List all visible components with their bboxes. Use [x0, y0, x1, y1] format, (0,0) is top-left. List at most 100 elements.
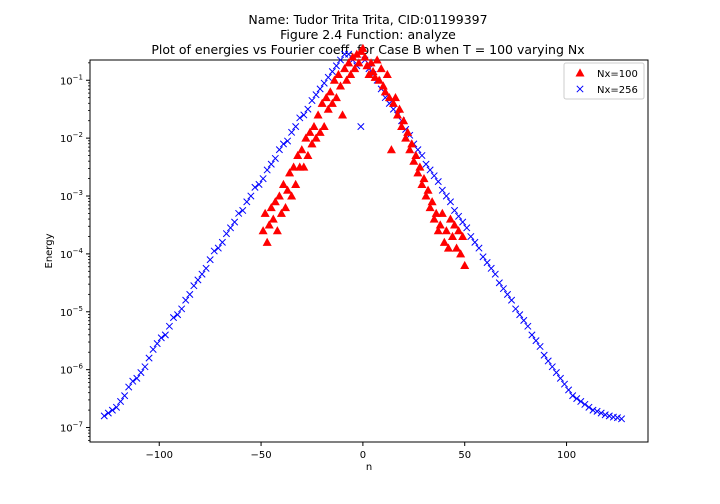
- data-point-x: [133, 374, 141, 382]
- data-point-x: [487, 264, 495, 272]
- data-point-triangle: [399, 116, 409, 125]
- data-point-x: [108, 406, 116, 414]
- data-point-triangle: [413, 168, 423, 177]
- data-point-x: [116, 397, 125, 406]
- data-point-triangle: [419, 174, 429, 183]
- x-tick-label: −50: [251, 450, 272, 461]
- data-point-triangle: [405, 145, 415, 154]
- data-point-x: [520, 316, 528, 325]
- data-point-x: [141, 363, 149, 371]
- data-point-x: [565, 386, 573, 394]
- data-point-x: [243, 198, 251, 206]
- data-point-x: [279, 140, 288, 148]
- data-point-triangle: [439, 237, 449, 246]
- data-point-x: [446, 198, 455, 206]
- data-point-x: [552, 368, 560, 377]
- data-point-triangle: [301, 133, 311, 142]
- data-point-triangle: [376, 64, 386, 73]
- data-point-x: [467, 232, 475, 241]
- data-point-x: [536, 342, 544, 351]
- data-point-x: [214, 244, 222, 252]
- data-point-x: [283, 137, 292, 145]
- legend-label-nx256: Nx=256: [597, 85, 638, 96]
- data-point-x: [459, 218, 467, 226]
- data-point-triangle: [272, 226, 282, 235]
- data-point-x: [218, 238, 226, 246]
- data-point-triangle: [327, 98, 337, 107]
- data-point-triangle: [358, 43, 368, 52]
- data-point-x: [267, 160, 275, 168]
- data-point-triangle: [323, 104, 333, 113]
- data-point-triangle: [403, 127, 413, 136]
- y-tick-label: 10−4: [60, 247, 84, 261]
- data-point-x: [495, 279, 503, 287]
- chart-title: Name: Tudor Trita Trita, CID:01199397 Fi…: [151, 12, 584, 57]
- data-point-x: [100, 412, 108, 420]
- data-point-triangle: [307, 139, 317, 148]
- data-point-triangle: [287, 191, 297, 200]
- data-point-triangle: [393, 110, 403, 119]
- data-point-triangle: [388, 98, 398, 107]
- data-point-triangle: [278, 179, 288, 188]
- data-point-x: [450, 206, 459, 215]
- data-point-triangle: [291, 179, 301, 188]
- data-point-x: [573, 395, 581, 403]
- data-point-x: [540, 351, 548, 359]
- data-point-triangle: [280, 202, 291, 212]
- data-point-triangle: [437, 208, 447, 217]
- data-point-triangle: [270, 197, 280, 206]
- data-point-x: [275, 146, 283, 154]
- data-point-triangle: [321, 93, 331, 102]
- data-point-x: [165, 322, 173, 330]
- data-point-triangle: [390, 93, 400, 102]
- data-point-triangle: [346, 69, 356, 78]
- data-point-triangle: [384, 93, 394, 102]
- data-point-x: [544, 357, 552, 365]
- title-line-1: Name: Tudor Trita Trita, CID:01199397: [248, 12, 487, 27]
- data-point-x: [581, 400, 589, 408]
- data-point-triangle: [338, 110, 348, 119]
- data-point-x: [304, 105, 312, 113]
- data-point-triangle: [274, 191, 284, 200]
- data-point-triangle: [458, 231, 468, 241]
- data-point-triangle: [433, 226, 443, 235]
- data-point-triangle: [311, 133, 321, 142]
- data-point-x: [247, 192, 255, 200]
- data-point-x: [206, 256, 214, 264]
- data-point-triangle: [423, 185, 433, 194]
- x-tick-label: 50: [458, 450, 471, 461]
- data-point-triangle: [333, 69, 343, 78]
- data-points: [100, 43, 626, 423]
- data-point-triangle: [264, 220, 274, 229]
- data-point-x: [357, 123, 365, 131]
- data-point-x: [296, 114, 304, 122]
- data-point-x: [328, 68, 336, 76]
- data-point-triangle: [276, 208, 286, 217]
- data-point-x: [153, 340, 161, 348]
- data-point-x: [300, 111, 308, 119]
- x-axis-label: n: [366, 462, 372, 473]
- data-point-triangle: [309, 121, 319, 131]
- data-point-triangle: [435, 220, 445, 229]
- data-point-triangle: [335, 81, 345, 90]
- data-point-x: [422, 160, 430, 168]
- y-tick-label: 10−5: [60, 305, 83, 319]
- data-point-x: [605, 412, 613, 420]
- data-point-triangle: [260, 208, 270, 217]
- data-point-x: [455, 212, 463, 220]
- data-point-x: [312, 91, 320, 99]
- data-point-triangle: [415, 162, 425, 171]
- data-point-triangle: [431, 208, 441, 217]
- data-point-x: [438, 186, 446, 194]
- data-point-x: [239, 206, 247, 215]
- data-point-x: [491, 270, 499, 278]
- data-point-triangle: [268, 214, 278, 223]
- legend: Nx=100 Nx=256: [563, 62, 645, 100]
- data-point-triangle: [380, 87, 390, 96]
- data-point-x: [210, 247, 218, 255]
- data-point-triangle: [374, 75, 384, 84]
- data-point-x: [471, 238, 479, 246]
- data-point-x: [589, 406, 597, 414]
- y-tick-label: 10−7: [60, 421, 83, 435]
- data-point-x: [524, 322, 532, 330]
